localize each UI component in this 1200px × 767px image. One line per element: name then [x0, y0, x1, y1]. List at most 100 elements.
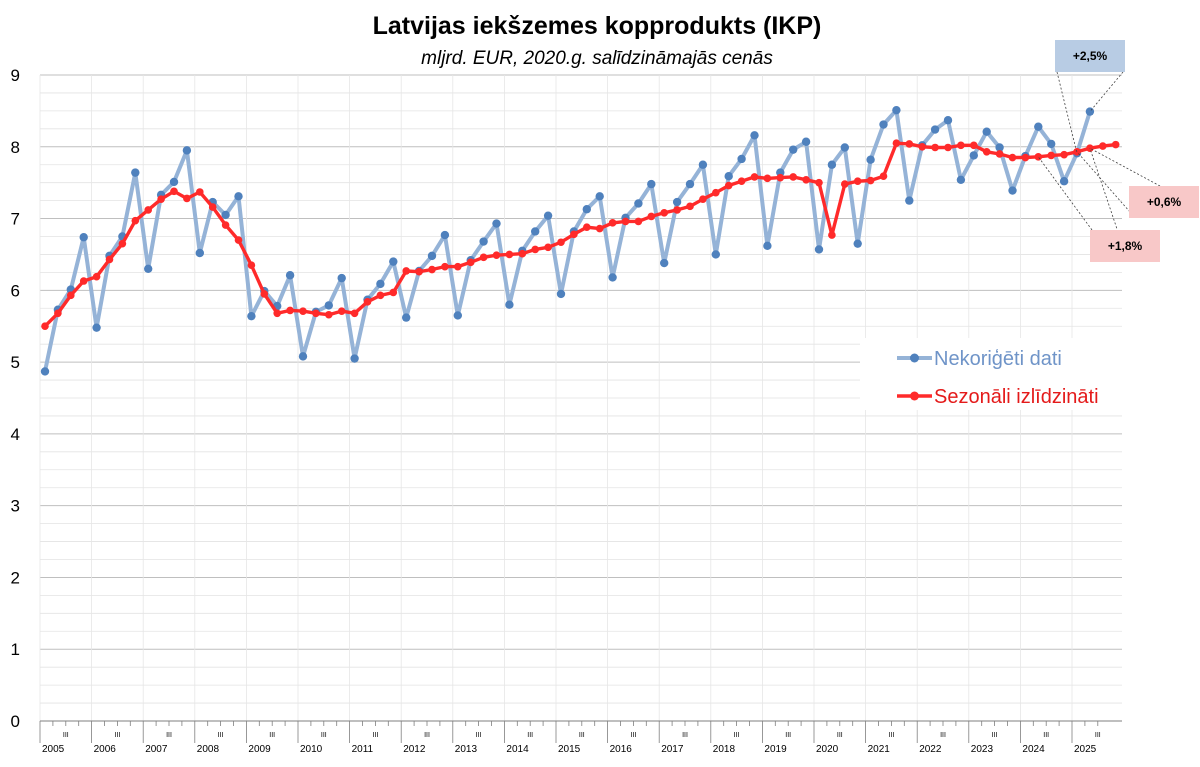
quarter-label: III [527, 732, 533, 739]
year-label: 2013 [455, 744, 478, 755]
data-point [363, 298, 372, 306]
quarter-label: III [785, 732, 791, 739]
data-point [479, 237, 488, 246]
data-point [1085, 107, 1095, 116]
data-point [789, 145, 798, 154]
data-point [879, 120, 888, 129]
quarter-label: III [218, 732, 224, 739]
data-point [724, 181, 733, 190]
year-label: 2008 [197, 744, 220, 755]
data-point [957, 141, 965, 150]
data-point [853, 239, 862, 248]
data-point [376, 291, 385, 300]
annotation-label: +1,8% [1108, 239, 1143, 253]
y-tick-labels: 0 1 2 3 4 5 6 7 8 9 [11, 66, 20, 731]
data-point [1008, 153, 1017, 162]
quarter-label: III [166, 732, 172, 739]
quarter-label: III [1043, 732, 1049, 739]
data-point [1060, 150, 1068, 159]
data-point [660, 209, 668, 217]
data-point [195, 248, 204, 258]
data-point [712, 188, 720, 197]
data-point [763, 241, 772, 251]
x-axis: 2005 III 2006 III 2007 III 2008 III 2009 III 2010 I… [39, 720, 1122, 755]
data-point [157, 195, 165, 203]
data-point [995, 150, 1004, 158]
series-unadjusted [40, 105, 1095, 376]
data-point [1099, 142, 1107, 150]
data-point [402, 313, 411, 322]
data-point [634, 199, 643, 208]
quarter-label: III [579, 732, 585, 739]
data-point [608, 273, 617, 282]
annotation-leader [1056, 71, 1078, 154]
data-point [183, 194, 191, 203]
year-label: 2016 [610, 744, 633, 755]
data-point [969, 151, 978, 160]
year-label: 2021 [868, 744, 891, 755]
year-label: 2009 [248, 744, 271, 755]
data-point [389, 257, 398, 266]
data-point [454, 262, 462, 271]
y-tick-label: 1 [11, 640, 20, 659]
quarter-label: III [630, 732, 636, 739]
data-point [866, 176, 875, 185]
data-point [144, 264, 153, 273]
data-point [402, 267, 411, 275]
year-label: 2014 [506, 744, 529, 755]
data-point [1047, 151, 1055, 160]
data-point [544, 243, 552, 252]
data-point [866, 155, 875, 164]
quarter-label: III [424, 732, 430, 739]
data-point [944, 143, 952, 152]
data-point [505, 300, 514, 309]
quarter-label: III [476, 732, 482, 739]
data-point [699, 195, 707, 203]
legend-entry: Sezonāli izlīdzināti [934, 386, 1099, 408]
data-point [724, 172, 733, 181]
data-point [234, 236, 243, 244]
data-point [350, 309, 359, 318]
data-point [570, 230, 578, 239]
data-point [260, 290, 269, 298]
data-point [930, 125, 940, 134]
data-point [169, 177, 179, 187]
annotation-leader [1089, 71, 1124, 112]
quarter-label: III [940, 732, 946, 739]
year-label: 2012 [403, 744, 426, 755]
year-label: 2017 [661, 744, 684, 755]
annotation-leader [1037, 156, 1093, 231]
y-tick-label: 3 [11, 497, 20, 516]
data-point [324, 301, 333, 310]
data-point [698, 160, 708, 169]
quarter-label: III [837, 732, 843, 739]
legend-swatch-marker [910, 353, 919, 363]
year-label: 2011 [352, 744, 374, 755]
quarter-label: III [734, 732, 740, 739]
data-point [595, 224, 604, 233]
data-point [479, 253, 488, 262]
data-point [1111, 140, 1120, 149]
series-line [43, 108, 1092, 372]
data-point [273, 309, 282, 318]
data-point [234, 192, 243, 201]
data-point [337, 307, 346, 315]
data-point [685, 179, 695, 189]
data-point [763, 174, 772, 183]
data-point [182, 146, 192, 155]
data-point [711, 250, 720, 259]
y-tick-label: 6 [11, 281, 20, 300]
series-seasonally-adjusted [41, 139, 1120, 331]
data-point [427, 251, 437, 261]
y-tick-label: 2 [11, 568, 20, 587]
data-point [441, 262, 449, 271]
data-point [466, 258, 475, 267]
year-label: 2024 [1022, 744, 1045, 755]
data-point [608, 219, 617, 227]
data-point [802, 175, 810, 184]
y-tick-label: 7 [11, 210, 20, 229]
annotation-leader [1089, 148, 1119, 233]
data-point [428, 265, 436, 274]
data-point [841, 180, 849, 188]
data-point [79, 277, 88, 285]
